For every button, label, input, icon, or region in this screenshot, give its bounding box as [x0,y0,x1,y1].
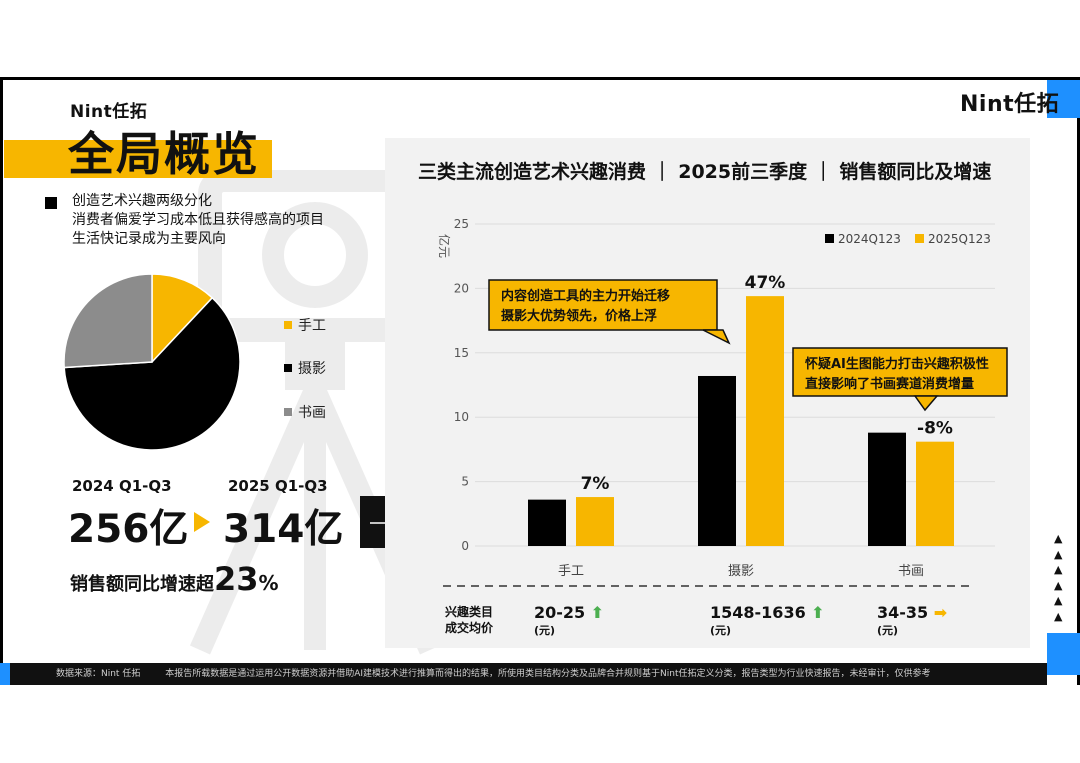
pie-slice-手工 [151,273,214,364]
brand-logo: Nint任拓 [70,102,148,122]
pie-legend-item: 摄影 [284,358,326,378]
growth-statement: 销售额同比增速超23% [70,560,279,598]
trend-flat-icon: ➡ [933,603,948,622]
legend-label: 2024Q123 [838,232,901,246]
footer-source: 数据来源：Nint 任拓 [56,669,141,679]
page-title: 全局概览 [68,127,260,181]
curr-period-label: 2025 Q1-Q3 [228,477,328,495]
annotation-box [488,279,718,331]
bullet-square [45,197,57,209]
avg-price-label: 兴趣类目 成交均价 [445,604,493,636]
prev-period-label: 2024 Q1-Q3 [72,477,172,495]
legend-swatch [284,321,292,329]
y-tick-label: 15 [454,346,469,360]
growth-text: 销售额同比增速超 [70,574,214,595]
bar-2025Q123-摄影 [746,296,784,546]
avg-price-unit: (元) [710,624,732,637]
legend-label: 书画 [298,405,326,421]
y-axis-label: 亿元 [437,234,452,258]
growth-data-label: -8% [917,419,953,439]
pie-legend-item: 手工 [284,315,326,335]
legend-swatch [915,234,924,243]
y-tick-label: 5 [461,475,469,489]
avg-price-label-line: 成交均价 [445,621,494,635]
x-tick-label: 摄影 [728,564,754,579]
bar-2024Q123-书画 [868,432,906,546]
avg-price-value: 20-25 ⬆ [534,603,604,622]
bar-2024Q123-摄影 [698,375,736,546]
avg-price-text: 34-35 [877,603,929,622]
bar-2024Q123-手工 [528,499,566,546]
accent-tab-bottom-left [0,663,10,685]
avg-price-text: 1548-1636 [710,603,806,622]
legend-swatch [284,408,292,416]
avg-price-unit: (元) [534,624,556,637]
annotation-pointer [913,395,939,412]
title-highlight [4,140,272,178]
chart-title: 三类主流创造艺术兴趣消费 ｜ 2025前三季度 ｜ 销售额同比及增速 [418,161,992,183]
summary-line: 生活快记录成为主要风向 [72,231,226,247]
legend-label: 摄影 [298,361,326,377]
pie-legend-item: 书画 [284,402,326,422]
annotation-text: 摄影大优势领先，价格上浮 [501,308,657,324]
avg-price-unit: (元) [877,624,899,637]
x-tick-label: 书画 [898,564,924,579]
annotation-pointer [702,329,731,345]
category-pie-chart [63,273,241,451]
bar-2025Q123-书画 [916,441,954,546]
accent-tab-bottom-right [1047,633,1080,675]
avg-price-value: 1548-1636 ⬆ [710,603,825,622]
slide-border-left [0,77,3,685]
annotation-text: 直接影响了书画赛道消费增量 [805,376,974,392]
pie-slice-书画 [63,273,153,369]
legend-swatch [825,234,834,243]
legend-label: 2025Q123 [928,232,991,246]
growth-number: 23 [214,560,259,598]
footer-note: 本报告所载数据是通过运用公开数据资源并借助AI建模技术进行推算而得出的结果，所使… [165,669,931,679]
x-tick-label: 手工 [558,564,584,579]
y-tick-label: 0 [461,539,469,553]
trend-up-icon: ⬆ [590,603,605,622]
y-tick-label: 10 [454,410,469,424]
pie-slice-摄影 [63,296,241,451]
annotation-text: 内容创造工具的主力开始迁移 [501,288,670,304]
summary-bullets: 创造艺术兴趣两级分化 消费者偏爱学习成本低且获得感高的项目 生活快记录成为主要风… [72,192,324,249]
avg-price-value: 34-35 ➡ [877,603,947,622]
legend-swatch [284,364,292,372]
growth-unit: % [258,571,279,595]
y-tick-label: 20 [454,281,469,295]
annotation-text: 怀疑AI生图能力打击兴趣积极性 [805,356,989,372]
avg-price-text: 20-25 [534,603,586,622]
avg-price-label-line: 兴趣类目 [445,605,494,619]
summary-line: 消费者偏爱学习成本低且获得感高的项目 [72,212,324,228]
curr-sales-value: 314亿 [223,507,344,552]
bar-2025Q123-手工 [576,497,614,546]
triangle-arrow-icon [194,512,210,532]
side-arrow-decoration: ▲ ▲ ▲ ▲ ▲ ▲ [1054,532,1063,623]
trend-up-icon: ⬆ [811,603,825,622]
summary-line: 创造艺术兴趣两级分化 [72,193,212,209]
brand-logo-top-right: Nint任拓 [960,92,1060,117]
accent-tab-top-right [1047,80,1080,118]
prev-sales-value: 256亿 [68,507,189,552]
slide-border-right [1077,77,1080,685]
annotation-box [792,347,1008,397]
growth-data-label: 7% [581,474,610,494]
growth-data-label: 47% [745,273,786,293]
footer-bar: 数据来源：Nint 任拓 本报告所载数据是通过运用公开数据资源并借助AI建模技术… [10,663,1047,685]
y-tick-label: 25 [454,217,469,231]
legend-label: 手工 [298,318,326,334]
